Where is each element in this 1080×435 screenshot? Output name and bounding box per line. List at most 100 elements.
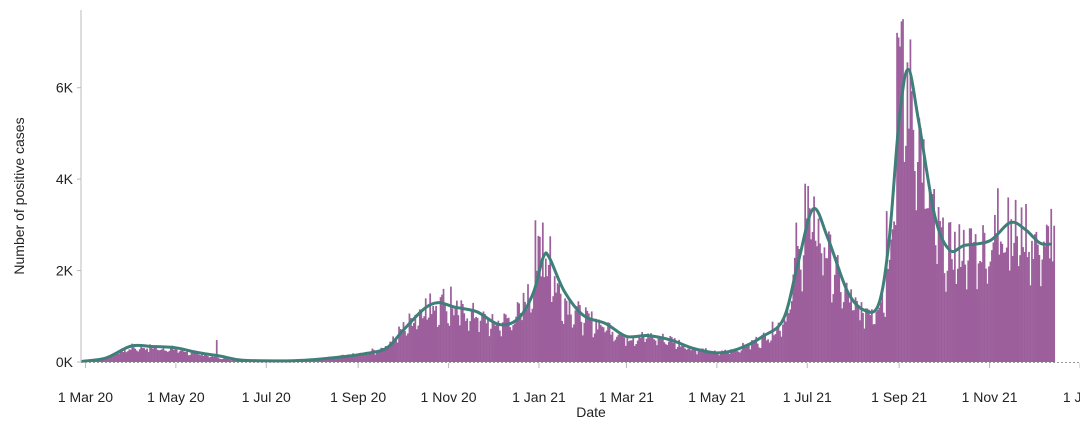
daily-case-bar <box>467 330 470 362</box>
daily-case-bar <box>777 322 780 362</box>
daily-case-bar <box>512 325 515 362</box>
daily-case-bar <box>178 351 181 362</box>
daily-case-bar <box>438 324 440 362</box>
daily-case-bar <box>687 348 689 362</box>
daily-case-bar <box>392 336 394 362</box>
daily-case-bar <box>583 322 586 362</box>
daily-case-bar <box>158 350 160 362</box>
daily-case-bar <box>721 350 724 362</box>
daily-case-bar <box>1037 244 1039 362</box>
daily-case-bar <box>543 277 546 362</box>
daily-case-bar <box>673 338 676 362</box>
daily-case-bar <box>531 308 534 362</box>
daily-case-bar <box>164 350 166 362</box>
daily-case-bar <box>838 268 841 362</box>
daily-case-bar <box>656 345 658 362</box>
daily-case-bar <box>725 350 728 362</box>
daily-case-bar <box>830 302 833 362</box>
daily-case-bar <box>936 263 938 362</box>
daily-case-bar <box>598 319 601 362</box>
daily-case-bar <box>937 207 940 362</box>
daily-case-bar <box>1004 252 1007 362</box>
daily-case-bar <box>1007 197 1010 362</box>
daily-case-bar <box>816 246 818 362</box>
daily-case-bar <box>1008 270 1011 362</box>
daily-case-bar <box>679 346 682 362</box>
daily-case-bar <box>620 332 623 362</box>
daily-case-bar <box>541 222 544 362</box>
daily-case-bar <box>161 349 163 362</box>
daily-case-bar <box>174 349 177 362</box>
daily-case-bar <box>651 336 654 362</box>
daily-case-bar <box>905 145 907 362</box>
daily-case-bar <box>491 314 494 362</box>
daily-case-bar <box>709 352 712 362</box>
daily-case-bar <box>783 319 786 362</box>
daily-case-bar <box>761 334 764 362</box>
daily-case-bar <box>630 340 633 362</box>
daily-case-bar <box>579 305 581 362</box>
daily-case-bar <box>129 349 132 362</box>
daily-case-bar <box>466 318 469 362</box>
daily-case-bar <box>988 266 990 362</box>
daily-case-bar <box>1026 257 1029 362</box>
daily-case-bar <box>509 327 512 362</box>
daily-case-bar <box>884 316 887 362</box>
daily-case-bar <box>352 353 354 362</box>
daily-case-bar <box>979 260 981 362</box>
daily-case-bar <box>375 352 378 362</box>
daily-case-bar <box>688 347 691 362</box>
daily-case-bar <box>1032 259 1035 362</box>
daily-case-bar <box>350 356 353 362</box>
daily-case-bar <box>599 324 602 362</box>
daily-case-bar <box>593 333 596 362</box>
daily-case-bar <box>539 236 541 362</box>
daily-case-bar <box>663 342 666 362</box>
daily-case-bar <box>521 320 523 362</box>
daily-case-bar <box>559 293 562 362</box>
daily-case-bar <box>490 328 492 362</box>
daily-case-bar <box>106 357 108 362</box>
daily-case-bar <box>808 208 811 362</box>
daily-case-bar <box>189 354 191 362</box>
daily-case-bar <box>144 349 147 362</box>
daily-case-bar <box>121 348 123 362</box>
daily-case-bar <box>829 234 832 362</box>
daily-case-bar <box>587 313 590 362</box>
daily-case-bar <box>790 301 793 362</box>
daily-case-bar <box>358 353 360 362</box>
daily-case-bar <box>750 340 753 362</box>
x-tick-label: 1 Jan 21 <box>512 389 566 405</box>
daily-case-bar <box>208 357 211 362</box>
daily-case-bar <box>527 284 529 362</box>
daily-case-bar <box>175 349 178 362</box>
daily-case-bar <box>977 263 980 362</box>
daily-case-bar <box>112 355 114 362</box>
daily-case-bar <box>776 329 778 362</box>
daily-case-bar <box>518 303 520 362</box>
daily-case-bar <box>995 233 998 362</box>
daily-case-bar <box>552 296 555 362</box>
daily-case-bar <box>897 37 900 363</box>
daily-case-bar <box>331 357 334 362</box>
daily-case-bar <box>181 350 184 362</box>
daily-case-bar <box>749 349 752 362</box>
daily-case-bar <box>854 297 857 362</box>
daily-case-bar <box>793 257 796 362</box>
daily-case-bar <box>138 349 141 362</box>
daily-case-bar <box>768 342 771 362</box>
daily-case-bar <box>908 128 910 362</box>
daily-case-bar <box>811 231 814 362</box>
daily-case-bar <box>617 334 620 362</box>
daily-case-bar <box>215 340 218 362</box>
daily-case-bar <box>997 188 999 362</box>
daily-case-bar <box>610 334 612 362</box>
daily-case-bar <box>964 264 967 362</box>
daily-case-bar <box>1010 219 1013 362</box>
daily-case-bar <box>230 360 233 362</box>
daily-case-bar <box>355 356 357 362</box>
daily-case-bar <box>899 46 901 362</box>
daily-case-bar <box>367 354 369 362</box>
daily-case-bar <box>675 349 678 362</box>
daily-case-bar <box>785 321 787 362</box>
